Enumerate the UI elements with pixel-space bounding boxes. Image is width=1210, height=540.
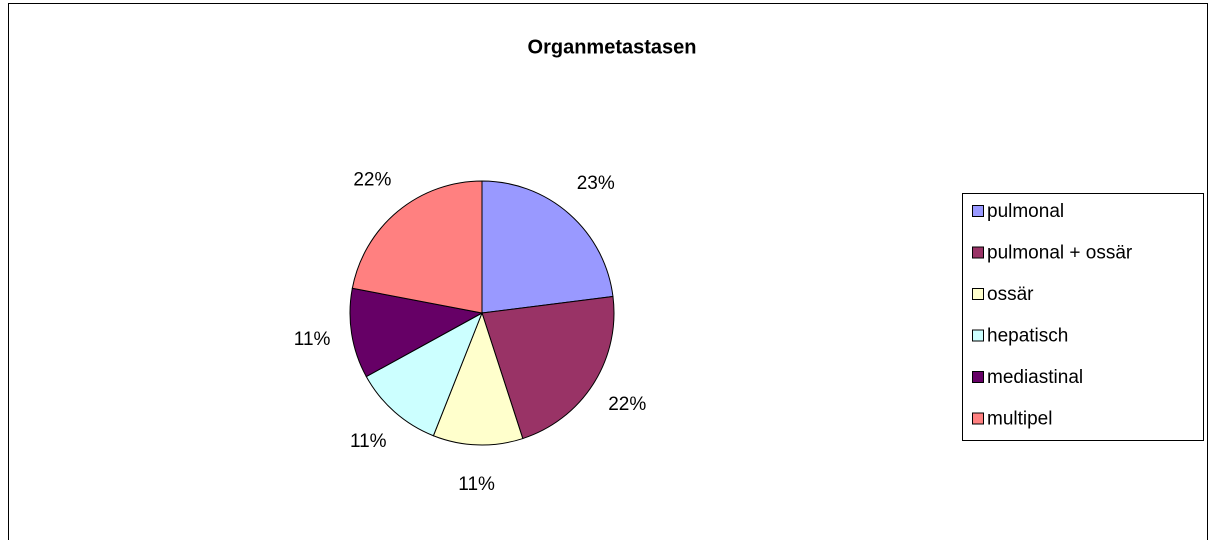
pie-slice [349,287,484,378]
pie-slice [365,311,483,437]
legend-swatch [972,288,984,300]
pie-slice [481,180,614,314]
legend-label: multipel [987,409,1052,430]
data-label: 11% [458,474,495,495]
legend-swatch [972,329,984,342]
legend-label: ossär [987,284,1034,305]
data-label: 11% [294,329,331,350]
data-label: 11% [350,431,387,452]
legend-label: mediastinal [987,367,1083,388]
legend-swatch [972,205,984,217]
pie-slice [432,311,524,446]
legend-swatch [972,371,984,383]
chart-title: Organmetastasen [528,36,697,58]
data-label: 22% [353,169,391,190]
legend-label: hepatisch [987,326,1068,347]
legend-swatch [972,412,984,425]
pie-slice [351,180,483,314]
data-label: 22% [608,394,646,415]
data-label: 23% [577,173,615,194]
legend-label: pulmonal + ossär [987,243,1133,264]
legend-box [962,193,1204,441]
pie-slice [481,295,615,440]
legend-label: pulmonal [987,201,1064,222]
legend-swatch [972,246,984,259]
